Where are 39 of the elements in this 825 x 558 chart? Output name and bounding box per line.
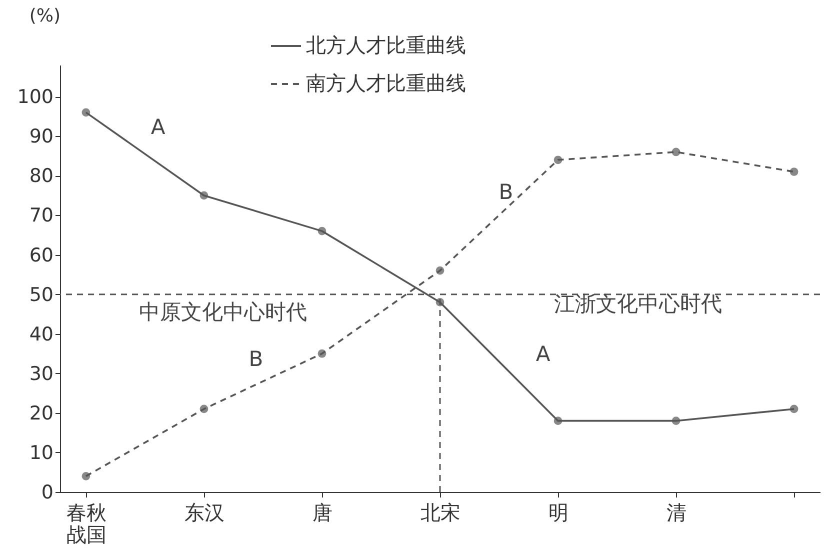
y-tick-label: 90 bbox=[29, 126, 54, 148]
point bbox=[318, 349, 326, 358]
x-tick-label: 清 bbox=[666, 500, 687, 524]
annotation: B bbox=[248, 347, 264, 371]
point bbox=[82, 108, 90, 117]
point bbox=[554, 416, 562, 426]
y-tick-label: 50 bbox=[29, 284, 54, 306]
y-tick-label: 80 bbox=[29, 165, 54, 188]
point bbox=[318, 226, 326, 236]
y-tick-label: 40 bbox=[29, 323, 54, 346]
annotation: A bbox=[150, 115, 166, 139]
point bbox=[672, 148, 680, 156]
point bbox=[436, 266, 444, 275]
annotation: 中原文化中心时代 bbox=[139, 300, 307, 324]
point bbox=[790, 168, 798, 176]
x-tick-label: 明 bbox=[548, 500, 569, 524]
y-tick-label: 10 bbox=[29, 442, 54, 464]
y-tick-label: 60 bbox=[29, 244, 54, 266]
x-tick-label: 春秋战国 bbox=[66, 500, 106, 546]
point bbox=[554, 156, 562, 164]
point bbox=[82, 472, 90, 480]
annotation: A bbox=[536, 342, 551, 366]
legend-label: 北方人才比重曲线 bbox=[306, 33, 466, 57]
point bbox=[200, 191, 208, 200]
point bbox=[200, 404, 208, 414]
y-tick-label: 70 bbox=[29, 204, 54, 227]
annotation: 江浙文化中心时代 bbox=[554, 292, 722, 316]
x-tick-label: 北宋 bbox=[420, 500, 460, 524]
point bbox=[672, 416, 680, 426]
point bbox=[790, 404, 798, 414]
x-tick-label: 东汉 bbox=[184, 500, 224, 524]
x-tick-label: 唐 bbox=[312, 500, 332, 524]
y-tick-label: 0 bbox=[41, 482, 54, 504]
annotation: B bbox=[498, 180, 514, 204]
y-tick-label: 30 bbox=[29, 362, 54, 385]
y-tick-label: 100 bbox=[17, 86, 54, 108]
y-axis-title: (%) bbox=[29, 6, 60, 26]
y-tick-label: 20 bbox=[29, 402, 54, 424]
legend-label: 南方人才比重曲线 bbox=[306, 71, 466, 95]
